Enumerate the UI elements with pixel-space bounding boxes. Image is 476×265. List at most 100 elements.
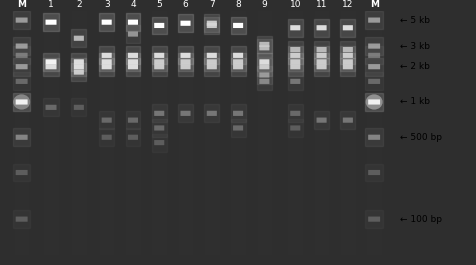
FancyBboxPatch shape	[128, 64, 138, 69]
FancyBboxPatch shape	[342, 47, 352, 52]
Ellipse shape	[365, 94, 382, 110]
FancyBboxPatch shape	[101, 64, 111, 69]
Ellipse shape	[13, 94, 30, 110]
FancyBboxPatch shape	[289, 64, 300, 69]
FancyBboxPatch shape	[259, 42, 269, 47]
FancyBboxPatch shape	[259, 64, 269, 69]
Text: M: M	[369, 1, 378, 10]
Text: 8: 8	[235, 1, 240, 10]
FancyBboxPatch shape	[206, 64, 217, 69]
FancyBboxPatch shape	[45, 59, 56, 64]
FancyBboxPatch shape	[289, 125, 300, 131]
Text: 9: 9	[261, 1, 267, 10]
FancyBboxPatch shape	[128, 53, 138, 58]
Text: 11: 11	[315, 1, 327, 10]
Text: 2: 2	[76, 1, 81, 10]
FancyBboxPatch shape	[101, 53, 111, 58]
FancyBboxPatch shape	[154, 59, 164, 64]
FancyBboxPatch shape	[74, 69, 84, 75]
Text: ← 500 bp: ← 500 bp	[399, 133, 441, 142]
FancyBboxPatch shape	[16, 99, 28, 105]
FancyBboxPatch shape	[233, 125, 243, 131]
FancyBboxPatch shape	[289, 53, 300, 58]
FancyBboxPatch shape	[367, 217, 379, 222]
Text: ← 2 kb: ← 2 kb	[399, 62, 429, 71]
FancyBboxPatch shape	[16, 79, 28, 84]
FancyBboxPatch shape	[101, 135, 111, 140]
Text: 10: 10	[289, 1, 300, 10]
FancyBboxPatch shape	[316, 53, 326, 58]
FancyBboxPatch shape	[206, 21, 217, 26]
FancyBboxPatch shape	[154, 125, 164, 131]
FancyBboxPatch shape	[259, 72, 269, 78]
FancyBboxPatch shape	[101, 59, 111, 64]
FancyBboxPatch shape	[180, 53, 190, 58]
FancyBboxPatch shape	[101, 20, 111, 25]
FancyBboxPatch shape	[259, 45, 269, 50]
FancyBboxPatch shape	[206, 111, 217, 116]
FancyBboxPatch shape	[45, 64, 56, 69]
Text: 6: 6	[182, 1, 188, 10]
FancyBboxPatch shape	[367, 64, 379, 69]
FancyBboxPatch shape	[342, 53, 352, 58]
FancyBboxPatch shape	[154, 64, 164, 69]
FancyBboxPatch shape	[180, 111, 190, 116]
FancyBboxPatch shape	[289, 25, 300, 30]
FancyBboxPatch shape	[367, 170, 379, 175]
FancyBboxPatch shape	[128, 135, 138, 140]
FancyBboxPatch shape	[45, 20, 56, 25]
FancyBboxPatch shape	[289, 111, 300, 116]
FancyBboxPatch shape	[206, 53, 217, 58]
FancyBboxPatch shape	[289, 47, 300, 52]
FancyBboxPatch shape	[74, 36, 84, 41]
FancyBboxPatch shape	[16, 217, 28, 222]
FancyBboxPatch shape	[154, 23, 164, 28]
FancyBboxPatch shape	[180, 64, 190, 69]
FancyBboxPatch shape	[342, 64, 352, 69]
FancyBboxPatch shape	[16, 17, 28, 23]
FancyBboxPatch shape	[342, 59, 352, 64]
Text: 3: 3	[104, 1, 109, 10]
FancyBboxPatch shape	[367, 53, 379, 58]
FancyBboxPatch shape	[154, 140, 164, 145]
FancyBboxPatch shape	[316, 25, 326, 30]
FancyBboxPatch shape	[180, 59, 190, 64]
FancyBboxPatch shape	[206, 23, 217, 28]
FancyBboxPatch shape	[154, 111, 164, 116]
Text: 7: 7	[208, 1, 214, 10]
FancyBboxPatch shape	[316, 47, 326, 52]
FancyBboxPatch shape	[128, 59, 138, 64]
FancyBboxPatch shape	[180, 21, 190, 26]
Text: 5: 5	[156, 1, 162, 10]
FancyBboxPatch shape	[154, 53, 164, 58]
FancyBboxPatch shape	[233, 23, 243, 28]
FancyBboxPatch shape	[316, 64, 326, 69]
FancyBboxPatch shape	[289, 59, 300, 64]
FancyBboxPatch shape	[316, 118, 326, 123]
Text: 1: 1	[48, 1, 54, 10]
FancyBboxPatch shape	[233, 64, 243, 69]
FancyBboxPatch shape	[16, 53, 28, 58]
Text: M: M	[17, 1, 26, 10]
FancyBboxPatch shape	[342, 25, 352, 30]
FancyBboxPatch shape	[342, 118, 352, 123]
FancyBboxPatch shape	[289, 79, 300, 84]
FancyBboxPatch shape	[128, 32, 138, 37]
FancyBboxPatch shape	[101, 118, 111, 123]
FancyBboxPatch shape	[16, 170, 28, 175]
FancyBboxPatch shape	[367, 79, 379, 84]
FancyBboxPatch shape	[74, 64, 84, 69]
FancyBboxPatch shape	[128, 20, 138, 25]
FancyBboxPatch shape	[128, 118, 138, 123]
FancyBboxPatch shape	[259, 79, 269, 84]
FancyBboxPatch shape	[233, 59, 243, 64]
Text: ← 5 kb: ← 5 kb	[399, 16, 429, 25]
FancyBboxPatch shape	[16, 135, 28, 140]
FancyBboxPatch shape	[45, 105, 56, 110]
FancyBboxPatch shape	[233, 111, 243, 116]
Text: ← 100 bp: ← 100 bp	[399, 215, 441, 224]
FancyBboxPatch shape	[367, 135, 379, 140]
Text: ← 3 kb: ← 3 kb	[399, 42, 429, 51]
FancyBboxPatch shape	[233, 53, 243, 58]
FancyBboxPatch shape	[74, 59, 84, 64]
